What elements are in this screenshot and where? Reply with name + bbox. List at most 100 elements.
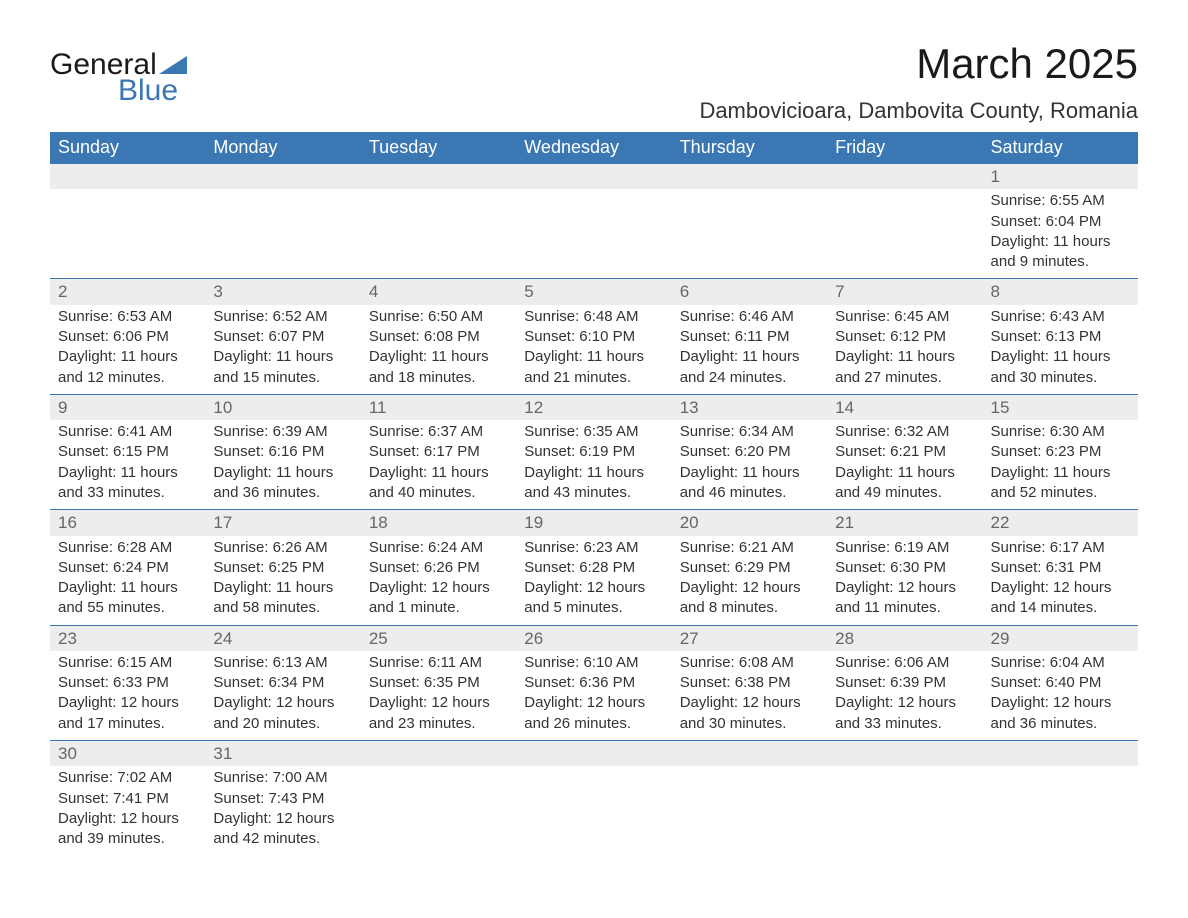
day-number-cell: 30: [50, 740, 205, 766]
day-body: Sunrise: 6:06 AMSunset: 6:39 PMDaylight:…: [827, 651, 982, 740]
day-number: 10: [205, 395, 360, 420]
day-number: 29: [983, 626, 1138, 651]
day-number: 15: [983, 395, 1138, 420]
day-body-cell: Sunrise: 6:55 AMSunset: 6:04 PMDaylight:…: [983, 189, 1138, 279]
day-number-cell: [516, 164, 671, 190]
day-header: Monday: [205, 132, 360, 164]
calendar-daynum-row: 1: [50, 164, 1138, 190]
day-body-cell: [361, 766, 516, 855]
day-number-cell: 7: [827, 279, 982, 305]
day-number-cell: 23: [50, 625, 205, 651]
day-body-cell: Sunrise: 6:04 AMSunset: 6:40 PMDaylight:…: [983, 651, 1138, 741]
day-number-cell: 18: [361, 510, 516, 536]
day-body: Sunrise: 6:19 AMSunset: 6:30 PMDaylight:…: [827, 536, 982, 625]
day-number-cell: 22: [983, 510, 1138, 536]
day-number-cell: 13: [672, 394, 827, 420]
day-body: Sunrise: 6:32 AMSunset: 6:21 PMDaylight:…: [827, 420, 982, 509]
day-number-cell: [50, 164, 205, 190]
day-body: Sunrise: 6:11 AMSunset: 6:35 PMDaylight:…: [361, 651, 516, 740]
day-body-cell: Sunrise: 6:23 AMSunset: 6:28 PMDaylight:…: [516, 536, 671, 626]
day-number: 12: [516, 395, 671, 420]
day-number-cell: 26: [516, 625, 671, 651]
day-body: Sunrise: 6:46 AMSunset: 6:11 PMDaylight:…: [672, 305, 827, 394]
day-number: [672, 741, 827, 766]
day-number-cell: [983, 740, 1138, 766]
day-body-cell: [672, 766, 827, 855]
day-number: 16: [50, 510, 205, 535]
day-body-cell: [672, 189, 827, 279]
day-body-cell: Sunrise: 6:52 AMSunset: 6:07 PMDaylight:…: [205, 305, 360, 395]
day-number-cell: 6: [672, 279, 827, 305]
calendar-daynum-row: 3031: [50, 740, 1138, 766]
day-number: 8: [983, 279, 1138, 304]
day-number: 31: [205, 741, 360, 766]
day-body: Sunrise: 6:52 AMSunset: 6:07 PMDaylight:…: [205, 305, 360, 394]
day-number-cell: 1: [983, 164, 1138, 190]
day-number: 20: [672, 510, 827, 535]
day-number-cell: 25: [361, 625, 516, 651]
day-number-cell: 15: [983, 394, 1138, 420]
day-body-cell: Sunrise: 6:41 AMSunset: 6:15 PMDaylight:…: [50, 420, 205, 510]
day-body-cell: Sunrise: 6:17 AMSunset: 6:31 PMDaylight:…: [983, 536, 1138, 626]
day-number: [361, 741, 516, 766]
month-title: March 2025: [699, 40, 1138, 88]
day-body-cell: Sunrise: 6:08 AMSunset: 6:38 PMDaylight:…: [672, 651, 827, 741]
day-body: Sunrise: 7:02 AMSunset: 7:41 PMDaylight:…: [50, 766, 205, 855]
logo: General Blue: [50, 40, 187, 108]
day-number: 24: [205, 626, 360, 651]
calendar-daynum-row: 16171819202122: [50, 510, 1138, 536]
day-body-cell: Sunrise: 6:06 AMSunset: 6:39 PMDaylight:…: [827, 651, 982, 741]
day-number: 18: [361, 510, 516, 535]
calendar-daybody-row: Sunrise: 6:41 AMSunset: 6:15 PMDaylight:…: [50, 420, 1138, 510]
day-body-cell: Sunrise: 6:53 AMSunset: 6:06 PMDaylight:…: [50, 305, 205, 395]
day-body-cell: [50, 189, 205, 279]
day-body-cell: Sunrise: 6:34 AMSunset: 6:20 PMDaylight:…: [672, 420, 827, 510]
title-block: March 2025 Dambovicioara, Dambovita Coun…: [699, 40, 1138, 124]
day-number: [205, 164, 360, 189]
calendar-daynum-row: 9101112131415: [50, 394, 1138, 420]
day-number-cell: 28: [827, 625, 982, 651]
day-number: [361, 164, 516, 189]
day-number: [516, 164, 671, 189]
day-body: Sunrise: 6:39 AMSunset: 6:16 PMDaylight:…: [205, 420, 360, 509]
day-header: Wednesday: [516, 132, 671, 164]
day-body: Sunrise: 6:28 AMSunset: 6:24 PMDaylight:…: [50, 536, 205, 625]
day-body: Sunrise: 6:45 AMSunset: 6:12 PMDaylight:…: [827, 305, 982, 394]
day-number: 26: [516, 626, 671, 651]
day-body: Sunrise: 6:13 AMSunset: 6:34 PMDaylight:…: [205, 651, 360, 740]
calendar-header-row: SundayMondayTuesdayWednesdayThursdayFrid…: [50, 132, 1138, 164]
day-body: Sunrise: 6:34 AMSunset: 6:20 PMDaylight:…: [672, 420, 827, 509]
day-number-cell: 10: [205, 394, 360, 420]
day-number-cell: 29: [983, 625, 1138, 651]
day-body: [983, 766, 1138, 794]
day-number: 2: [50, 279, 205, 304]
day-body: [827, 189, 982, 217]
day-number: 17: [205, 510, 360, 535]
day-header: Saturday: [983, 132, 1138, 164]
day-body-cell: Sunrise: 6:46 AMSunset: 6:11 PMDaylight:…: [672, 305, 827, 395]
day-number-cell: 12: [516, 394, 671, 420]
day-body-cell: Sunrise: 7:02 AMSunset: 7:41 PMDaylight:…: [50, 766, 205, 855]
day-body: Sunrise: 6:50 AMSunset: 6:08 PMDaylight:…: [361, 305, 516, 394]
day-number: 11: [361, 395, 516, 420]
day-body-cell: Sunrise: 6:50 AMSunset: 6:08 PMDaylight:…: [361, 305, 516, 395]
day-body: Sunrise: 6:04 AMSunset: 6:40 PMDaylight:…: [983, 651, 1138, 740]
day-body-cell: Sunrise: 6:43 AMSunset: 6:13 PMDaylight:…: [983, 305, 1138, 395]
day-body: Sunrise: 6:55 AMSunset: 6:04 PMDaylight:…: [983, 189, 1138, 278]
day-body-cell: Sunrise: 7:00 AMSunset: 7:43 PMDaylight:…: [205, 766, 360, 855]
day-body: [672, 766, 827, 794]
day-body: [516, 766, 671, 794]
day-number-cell: [827, 740, 982, 766]
calendar-daybody-row: Sunrise: 7:02 AMSunset: 7:41 PMDaylight:…: [50, 766, 1138, 855]
day-number: [516, 741, 671, 766]
day-body-cell: Sunrise: 6:13 AMSunset: 6:34 PMDaylight:…: [205, 651, 360, 741]
calendar-daybody-row: Sunrise: 6:55 AMSunset: 6:04 PMDaylight:…: [50, 189, 1138, 279]
day-number: [50, 164, 205, 189]
day-body: [672, 189, 827, 217]
day-body-cell: Sunrise: 6:26 AMSunset: 6:25 PMDaylight:…: [205, 536, 360, 626]
day-body: Sunrise: 6:35 AMSunset: 6:19 PMDaylight:…: [516, 420, 671, 509]
day-body: Sunrise: 6:26 AMSunset: 6:25 PMDaylight:…: [205, 536, 360, 625]
day-body-cell: Sunrise: 6:32 AMSunset: 6:21 PMDaylight:…: [827, 420, 982, 510]
day-body-cell: [361, 189, 516, 279]
day-body-cell: Sunrise: 6:19 AMSunset: 6:30 PMDaylight:…: [827, 536, 982, 626]
